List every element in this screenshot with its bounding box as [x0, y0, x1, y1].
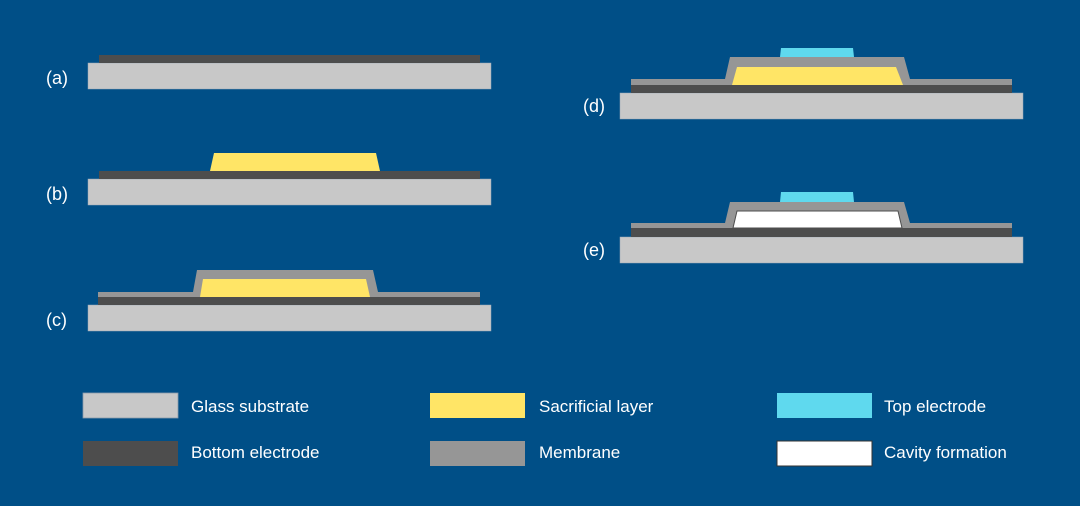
- legend-swatch-membrane: [430, 441, 525, 466]
- step-label: (e): [583, 240, 605, 260]
- step-a: (a): [46, 55, 492, 90]
- glass-substrate: [619, 92, 1024, 120]
- legend-swatch-top-electrode: [777, 393, 872, 418]
- legend-label: Top electrode: [884, 397, 986, 416]
- cavity: [732, 210, 903, 229]
- step-c: (c): [46, 270, 492, 332]
- glass-substrate: [87, 304, 492, 332]
- sacrificial-layer: [210, 153, 380, 171]
- bottom-electrode: [99, 171, 480, 179]
- step-label: (c): [46, 310, 67, 330]
- legend-label: Bottom electrode: [191, 443, 320, 462]
- glass-substrate: [87, 62, 492, 90]
- bottom-electrode: [631, 228, 1012, 237]
- step-label: (b): [46, 184, 68, 204]
- legend-swatch-bottom-electrode: [83, 441, 178, 466]
- legend-swatch-sacrificial-layer: [430, 393, 525, 418]
- top-electrode: [780, 192, 854, 202]
- bottom-electrode: [98, 297, 480, 305]
- legend-swatch-cavity-formation: [776, 440, 873, 467]
- legend-label: Membrane: [539, 443, 620, 462]
- top-electrode: [780, 48, 854, 57]
- legend-label: Cavity formation: [884, 443, 1007, 462]
- legend: Glass substrate Bottom electrode Sacrifi…: [82, 392, 1007, 467]
- bottom-electrode: [99, 55, 480, 63]
- legend-label: Sacrificial layer: [539, 397, 654, 416]
- bottom-electrode: [631, 85, 1012, 93]
- step-label: (d): [583, 96, 605, 116]
- glass-substrate: [619, 236, 1024, 264]
- step-e: (e): [583, 192, 1024, 264]
- legend-swatch-glass-substrate: [82, 392, 179, 419]
- step-d: (d): [583, 48, 1024, 120]
- sacrificial-layer: [732, 67, 903, 85]
- step-b: (b): [46, 153, 492, 206]
- sacrificial-layer: [200, 279, 370, 297]
- step-label: (a): [46, 68, 68, 88]
- legend-label: Glass substrate: [191, 397, 309, 416]
- glass-substrate: [87, 178, 492, 206]
